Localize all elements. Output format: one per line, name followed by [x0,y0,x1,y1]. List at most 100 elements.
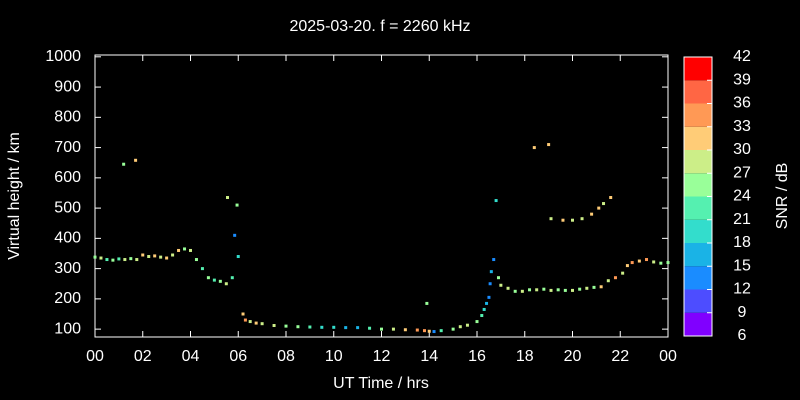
data-point [129,257,133,261]
data-point [609,196,613,200]
colorbar-tick-label: 39 [733,71,751,88]
data-point [489,270,493,274]
data-point [177,248,181,252]
data-point [141,253,145,257]
data-point [547,143,551,147]
colorbar-bin [684,243,712,267]
data-point [485,301,489,305]
data-point [451,327,455,331]
chart-title: 2025-03-20. f = 2260 kHz [289,18,470,35]
colorbar-bin [684,312,712,336]
data-point [458,325,462,329]
data-point [422,329,426,333]
data-point [625,264,629,268]
colorbar-bin [684,150,712,174]
data-point [135,258,139,262]
colorbar-label: SNR / dB [774,163,791,230]
x-tick-label: 16 [468,348,486,365]
y-tick-label: 400 [54,230,81,247]
data-point [506,286,510,290]
data-point [218,279,222,283]
data-point [659,261,663,265]
data-point [621,271,625,275]
x-tick-label: 06 [229,348,247,365]
colorbar-tick-label: 42 [733,48,751,65]
y-tick-label: 700 [54,139,81,156]
data-point [597,206,601,210]
data-point [480,314,484,318]
x-tick-label: 10 [325,348,343,365]
data-point [183,247,187,251]
data-point [105,258,109,262]
data-point [308,325,312,329]
data-point [487,295,491,299]
data-point [652,260,656,264]
data-point [482,307,486,311]
data-point [532,146,536,150]
data-point [403,328,407,332]
data-point [230,276,234,280]
colorbar-bin [684,266,712,290]
data-point [254,321,258,325]
data-point [542,287,546,291]
data-point [200,267,204,271]
data-point [224,282,228,286]
data-point [549,217,553,221]
plot-frame [94,54,669,338]
data-point [368,326,372,330]
data-point [425,301,429,305]
data-point [212,278,216,282]
y-tick-label: 100 [54,320,81,337]
data-point [492,258,496,262]
data-point [226,196,230,200]
colorbar-bin [684,173,712,197]
colorbar-tick-label: 30 [733,141,751,158]
data-point [171,253,175,257]
data-point [241,312,245,316]
x-tick-label: 20 [564,348,582,365]
data-point [528,288,532,292]
data-point [571,288,574,292]
x-tick-label: 08 [277,348,295,365]
x-tick-label: 14 [420,348,438,365]
data-point [563,288,567,292]
data-point [602,202,606,206]
y-axis-label: Virtual height / km [6,132,23,260]
data-point [248,320,252,324]
data-point [666,261,670,265]
data-point [194,258,198,262]
data-point [494,199,498,203]
data-point [236,255,240,259]
colorbar-tick-label: 24 [733,188,751,205]
data-point [165,256,169,260]
data-point [637,259,641,263]
data-point [580,217,584,221]
colorbar-tick-label: 6 [738,327,747,344]
data-point [235,203,239,207]
colorbar-bin [684,57,712,81]
colorbar-tick-label: 21 [733,211,751,228]
data-point [645,258,649,262]
colorbar-bin [684,196,712,220]
data-point [93,255,97,259]
data-point [147,255,151,259]
data-point [284,324,288,328]
y-tick-label: 800 [54,109,81,126]
colorbar-bin [684,103,712,127]
data-point [571,218,574,222]
data-point [488,282,492,286]
data-point [592,285,596,289]
x-axis-label: UT Time / hrs [333,375,429,392]
data-point [189,248,192,252]
data-point [206,276,210,280]
data-point [99,256,103,260]
data-point [535,288,539,292]
data-point [117,257,121,261]
colorbar-tick-label: 33 [733,118,751,135]
y-tick-label: 500 [54,199,81,216]
colorbar-tick-label: 9 [738,304,747,321]
data-point [561,218,565,222]
data-point [243,318,247,322]
data-point [320,325,324,329]
